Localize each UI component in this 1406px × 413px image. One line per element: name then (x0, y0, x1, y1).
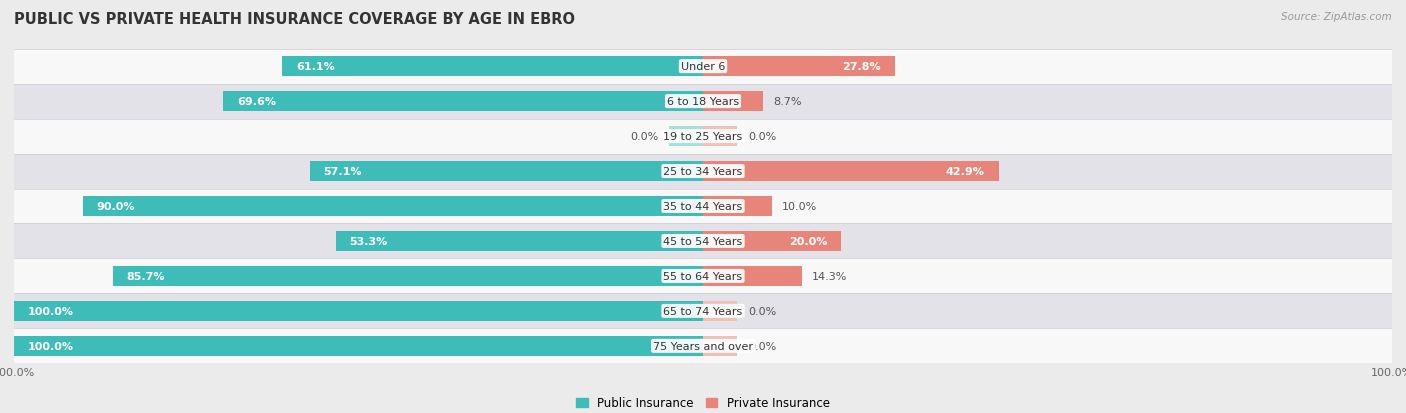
Text: 53.3%: 53.3% (350, 236, 388, 247)
Text: 10.0%: 10.0% (782, 202, 817, 211)
Bar (703, 197, 772, 216)
Text: 35 to 44 Years: 35 to 44 Years (664, 202, 742, 211)
Text: Under 6: Under 6 (681, 62, 725, 72)
Bar (669, 127, 703, 147)
Text: 0.0%: 0.0% (748, 341, 776, 351)
Text: 69.6%: 69.6% (238, 97, 276, 107)
Bar (703, 301, 738, 321)
Bar (703, 231, 841, 252)
Bar (703, 127, 738, 147)
Bar (703, 266, 801, 286)
Text: 90.0%: 90.0% (97, 202, 135, 211)
Text: 20.0%: 20.0% (789, 236, 827, 247)
Bar (309, 161, 703, 182)
Text: 14.3%: 14.3% (811, 271, 848, 281)
Bar (14, 189, 1392, 224)
Bar (703, 161, 998, 182)
Bar (112, 266, 703, 286)
Bar (703, 57, 894, 77)
Legend: Public Insurance, Private Insurance: Public Insurance, Private Insurance (571, 392, 835, 413)
Text: 27.8%: 27.8% (842, 62, 880, 72)
Text: 55 to 64 Years: 55 to 64 Years (664, 271, 742, 281)
Text: 8.7%: 8.7% (773, 97, 801, 107)
Text: 65 to 74 Years: 65 to 74 Years (664, 306, 742, 316)
Text: 6 to 18 Years: 6 to 18 Years (666, 97, 740, 107)
Bar (336, 231, 703, 252)
Text: 85.7%: 85.7% (127, 271, 165, 281)
Text: 61.1%: 61.1% (295, 62, 335, 72)
Bar (703, 336, 738, 356)
Text: 45 to 54 Years: 45 to 54 Years (664, 236, 742, 247)
Text: Source: ZipAtlas.com: Source: ZipAtlas.com (1281, 12, 1392, 22)
Bar (14, 119, 1392, 154)
Bar (14, 224, 1392, 259)
Bar (14, 336, 703, 356)
Text: 0.0%: 0.0% (748, 306, 776, 316)
Bar (14, 154, 1392, 189)
Bar (14, 301, 703, 321)
Text: 25 to 34 Years: 25 to 34 Years (664, 166, 742, 177)
Text: 100.0%: 100.0% (28, 341, 75, 351)
Bar (224, 92, 703, 112)
Text: PUBLIC VS PRIVATE HEALTH INSURANCE COVERAGE BY AGE IN EBRO: PUBLIC VS PRIVATE HEALTH INSURANCE COVER… (14, 12, 575, 27)
Text: 100.0%: 100.0% (28, 306, 75, 316)
Text: 57.1%: 57.1% (323, 166, 361, 177)
Text: 75 Years and over: 75 Years and over (652, 341, 754, 351)
Text: 42.9%: 42.9% (946, 166, 984, 177)
Bar (283, 57, 703, 77)
Bar (14, 294, 1392, 329)
Bar (14, 329, 1392, 363)
Bar (83, 197, 703, 216)
Text: 0.0%: 0.0% (748, 132, 776, 142)
Bar (14, 259, 1392, 294)
Text: 0.0%: 0.0% (630, 132, 658, 142)
Bar (14, 84, 1392, 119)
Bar (703, 92, 763, 112)
Bar (14, 50, 1392, 84)
Text: 19 to 25 Years: 19 to 25 Years (664, 132, 742, 142)
